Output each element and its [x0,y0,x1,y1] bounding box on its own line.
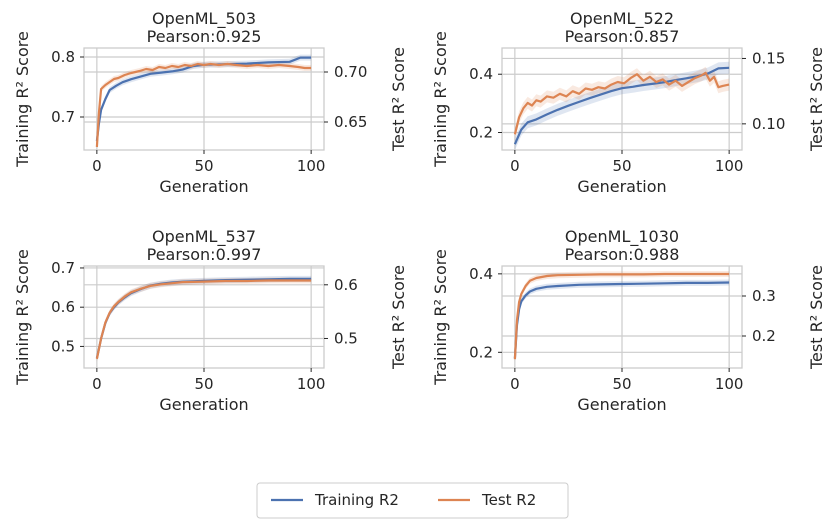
test-series-line [95,279,312,360]
x-tick-label: 0 [510,157,520,175]
x-tick-label: 50 [612,157,631,175]
y-tick-label-right: 0.65 [334,113,367,131]
chart-title: OpenML_537 [152,227,256,247]
y-tick-label-right: 0.6 [334,276,358,294]
x-tick-label: 50 [194,157,213,175]
legend-train-label: Training R2 [314,491,399,509]
chart-panel-1: 0 50 100 0.7 0.8 0.65 0.70 OpenML_503Pearson:0.… [13,9,408,196]
y-axis-label-left: Training R² Score [431,249,450,386]
y-tick-label-left: 0.5 [51,337,75,355]
y-tick-label-left: 0.4 [469,65,493,83]
x-tick-label: 0 [92,375,102,393]
train-band [514,279,730,362]
x-tick-label: 0 [510,375,520,393]
legend: Training R2 Test R2 [256,482,569,519]
y-axis-label-left: Training R² Score [13,249,32,386]
chart-subtitle: Pearson:0.857 [565,27,680,46]
y-tick-label-right: 0.3 [752,287,776,305]
y-tick-label-left: 0.7 [51,259,75,277]
x-axis-label: Generation [159,177,248,196]
y-tick-label-right: 0.5 [334,329,358,347]
y-tick-label-right: 0.70 [334,63,367,81]
y-tick-label-left: 0.2 [469,124,493,142]
train-band [514,61,730,151]
y-tick-label-right: 0.10 [752,115,785,133]
x-tick-label: 0 [92,157,102,175]
y-axis-label-right: Test R² Score [807,47,826,152]
y-axis-label-right: Test R² Score [389,47,408,152]
chart-title: OpenML_522 [570,9,674,29]
x-tick-label: 50 [194,375,213,393]
y-axis-label-right: Test R² Score [807,265,826,370]
y-tick-label-left: 0.4 [469,265,493,283]
y-axis-label-left: Training R² Score [431,31,450,168]
y-tick-label-left: 0.2 [469,343,493,361]
y-tick-label-right: 0.2 [752,327,776,345]
chart-subtitle: Pearson:0.988 [565,245,680,264]
chart-panel-3: 0 50 100 0.5 0.6 0.7 0.5 0.6 OpenML_537Pearson:0… [13,227,408,414]
test-series-line [513,71,730,135]
panels: 0 50 1000.70.80.650.70OpenML_503Pearson:0.… [13,9,826,414]
y-axis-label-left: Training R² Score [13,31,32,168]
test-band [514,66,730,141]
x-axis-label: Generation [159,395,248,414]
train-band [96,54,312,144]
x-axis-label: Generation [577,177,666,196]
test-band [514,271,730,363]
chart-title: OpenML_503 [152,9,256,29]
y-tick-label-left: 0.7 [51,108,75,126]
x-tick-label: 100 [297,157,326,175]
test-series-line [95,62,312,148]
legend-frame [256,482,569,519]
legend-test-label: Test R2 [481,491,536,509]
y-tick-label-left: 0.8 [51,48,75,66]
y-tick-label-right: 0.15 [752,49,785,67]
x-tick-label: 50 [612,375,631,393]
train-series-line [513,281,730,359]
chart-subtitle: Pearson:0.997 [147,245,262,264]
train-series-line [95,56,312,142]
chart-panel-2: 0 50 100 0.2 0.4 0.10 0.15 OpenML_522Pearson:0.… [431,9,826,196]
test-series-line [513,272,730,360]
y-axis-label-right: Test R² Score [389,265,408,370]
chart-subtitle: Pearson:0.925 [147,27,262,46]
x-tick-label: 100 [715,157,744,175]
x-axis-label: Generation [577,395,666,414]
y-tick-label-left: 0.6 [51,298,75,316]
train-series-line [513,66,730,145]
chart-title: OpenML_1030 [565,227,679,247]
x-tick-label: 100 [297,375,326,393]
x-tick-label: 100 [715,375,744,393]
chart-panel-4: 0 50 100 0.2 0.4 0.2 0.3 OpenML_1030Pearson:0.9… [431,227,826,414]
